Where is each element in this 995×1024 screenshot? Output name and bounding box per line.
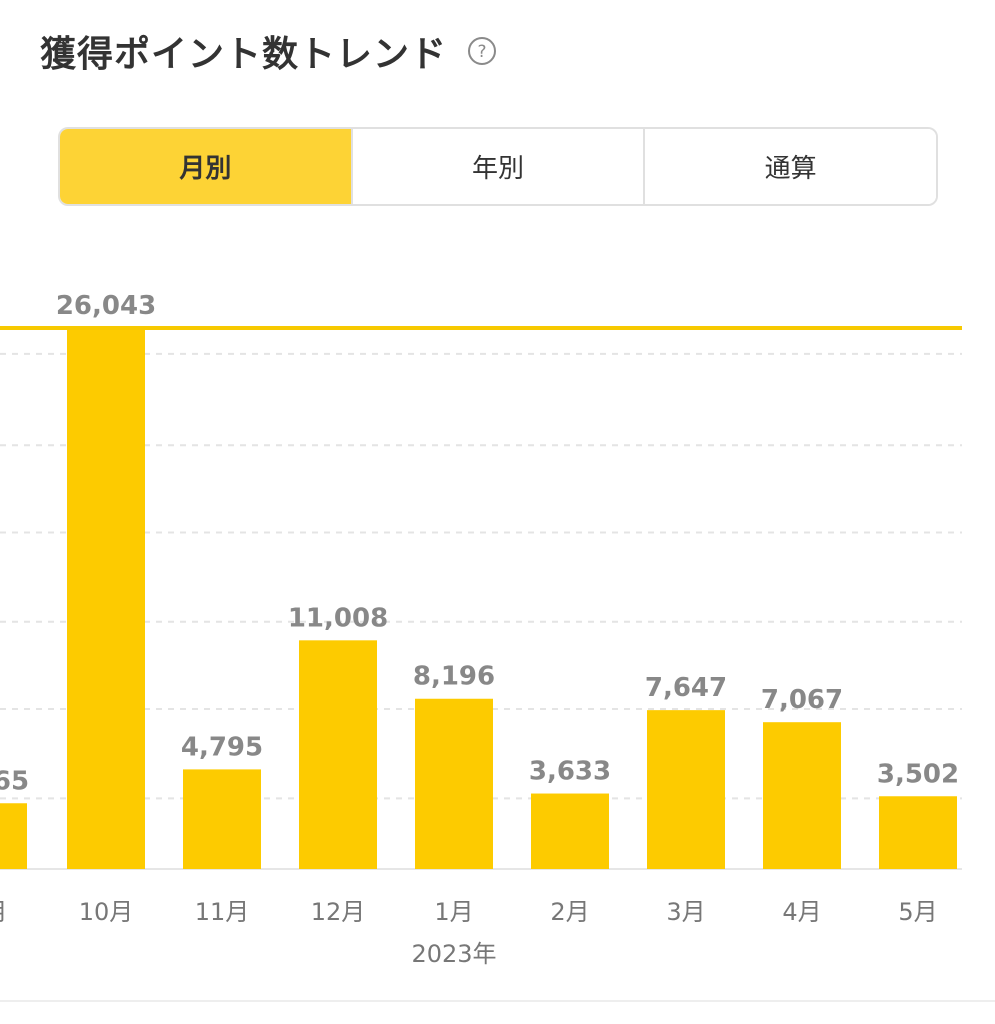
bar — [531, 793, 609, 869]
bar-value-label: 4,795 — [181, 732, 263, 762]
bar — [647, 710, 725, 869]
points-bar-chart: 3,165 26,043 4,795 11,008 8,196 3,633 7,647 7,0… — [0, 291, 962, 968]
x-tick-label: 2月 — [550, 898, 589, 926]
bar — [0, 803, 27, 869]
bar — [299, 640, 377, 869]
title-row: 獲得ポイント数トレンド ? — [40, 26, 497, 76]
question-circle-icon[interactable]: ? — [467, 36, 497, 66]
period-tabs: 月別 年別 通算 — [58, 127, 938, 206]
bar-value-label: 7,067 — [761, 685, 843, 715]
tab-yearly[interactable]: 年別 — [350, 129, 644, 204]
x-tick-label: 4月 — [782, 898, 821, 926]
svg-text:?: ? — [478, 42, 487, 62]
bar — [879, 796, 957, 869]
bar-value-label: 8,196 — [413, 662, 495, 692]
bar-value-label: 26,043 — [56, 291, 156, 321]
bar-value-label: 7,647 — [645, 673, 727, 703]
x-tick-label: 10月 — [79, 898, 134, 926]
bottom-divider — [0, 1000, 995, 1002]
x-tick-label: 11月 — [195, 898, 250, 926]
x-tick-label: 3月 — [666, 898, 705, 926]
x-tick-label: 9月 — [0, 898, 8, 926]
bar — [183, 769, 261, 869]
x-tick-label: 12月 — [311, 898, 366, 926]
x-tick-label: 1月 — [434, 898, 473, 926]
bar-value-label: 3,502 — [877, 759, 959, 789]
bar-value-label: 3,165 — [0, 766, 29, 796]
bar — [763, 722, 841, 869]
year-label: 2023年 — [411, 940, 496, 968]
bar-value-label: 3,633 — [529, 757, 611, 787]
page-title: 獲得ポイント数トレンド — [40, 34, 448, 75]
x-tick-label: 5月 — [898, 898, 937, 926]
tab-monthly[interactable]: 月別 — [60, 129, 351, 204]
bar — [67, 328, 145, 869]
bar-value-label: 11,008 — [288, 603, 388, 633]
bar — [415, 698, 493, 869]
tab-total[interactable]: 通算 — [643, 129, 936, 204]
